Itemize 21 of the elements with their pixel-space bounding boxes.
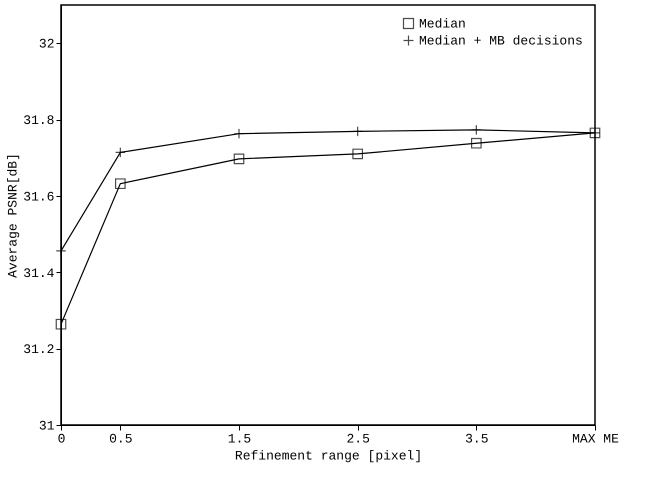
- x-tick-label: 2.5: [346, 432, 370, 446]
- point: [114, 178, 126, 190]
- point: [352, 148, 364, 160]
- y-tick-label: 31.2: [23, 342, 54, 358]
- legend-label: Median: [419, 16, 466, 32]
- y-tick-label: 31.6: [23, 189, 54, 204]
- legend-label: Median + MB decisions: [419, 34, 583, 48]
- y-axis-title: Average PSNR[dB]: [5, 153, 20, 278]
- x-tick-label: MAX ME: [572, 432, 620, 446]
- point: [56, 318, 66, 330]
- x-tick-label: 3.5: [465, 432, 489, 446]
- x-axis-title: Refinement range [pixel]: [234, 448, 422, 464]
- point: [470, 138, 482, 149]
- y-tick-label: 31.4: [23, 266, 55, 281]
- x-tick-label: 0.5: [109, 432, 133, 446]
- y-tick-label: 32: [38, 36, 54, 52]
- x-tick-label: 0: [58, 432, 66, 446]
- y-tick-label: 31: [38, 418, 55, 434]
- point: [234, 154, 244, 164]
- x-tick-label: 1.5: [228, 432, 252, 446]
- y-tick-label: 31.8: [23, 113, 54, 128]
